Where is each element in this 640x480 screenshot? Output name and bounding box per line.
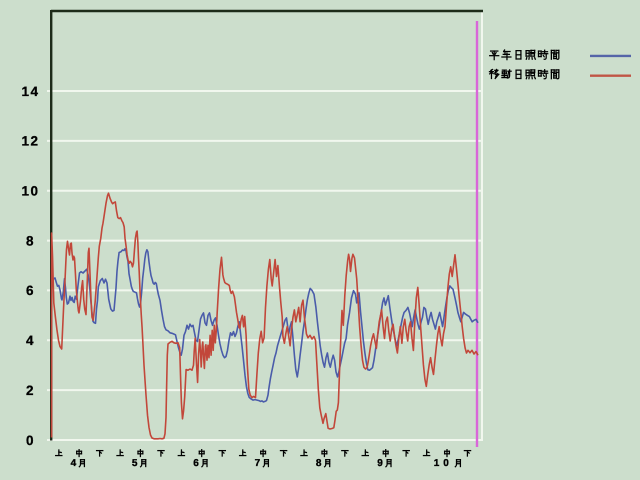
svg-text:8: 8	[316, 458, 322, 469]
svg-text:0: 0	[443, 458, 449, 469]
svg-text:12: 12	[21, 134, 39, 149]
svg-text:14: 14	[21, 84, 39, 99]
svg-text:9: 9	[377, 458, 383, 469]
svg-text:6: 6	[193, 458, 199, 469]
svg-text:0: 0	[26, 433, 35, 448]
svg-text:4: 4	[26, 333, 35, 348]
svg-text:5: 5	[132, 458, 138, 469]
svg-text:2: 2	[26, 383, 35, 398]
svg-text:1: 1	[434, 458, 440, 469]
svg-text:6: 6	[26, 283, 35, 298]
svg-text:4: 4	[71, 458, 77, 469]
svg-text:7: 7	[255, 458, 261, 469]
svg-text:10: 10	[21, 184, 39, 199]
svg-text:8: 8	[26, 233, 35, 248]
